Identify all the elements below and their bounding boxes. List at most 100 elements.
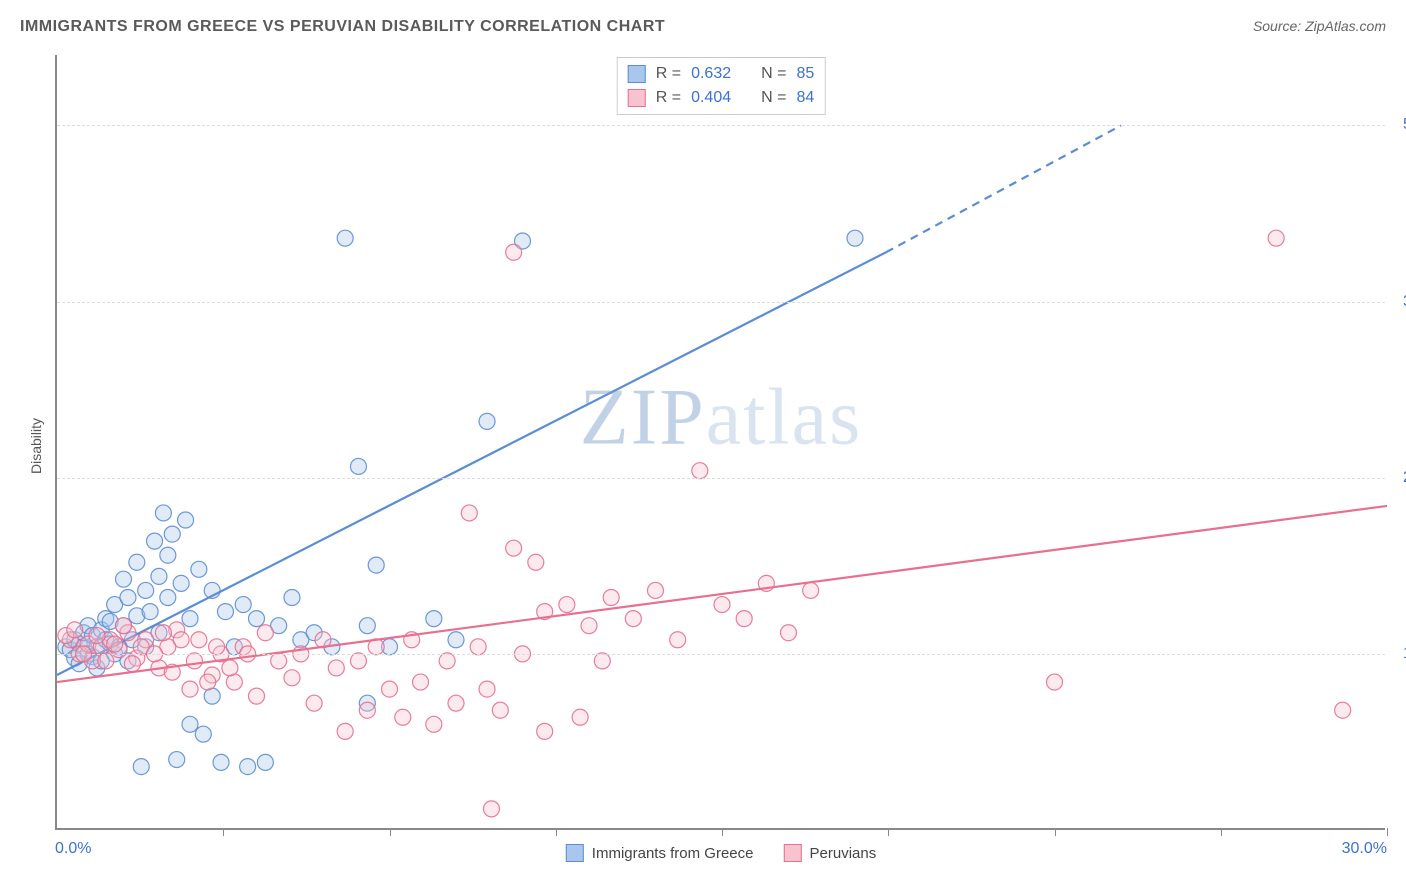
data-point xyxy=(191,632,207,648)
data-point xyxy=(120,590,136,606)
y-tick-label: 37.5% xyxy=(1393,293,1406,311)
data-point xyxy=(182,681,198,697)
data-point xyxy=(169,752,185,768)
data-point xyxy=(594,653,610,669)
data-point xyxy=(470,639,486,655)
data-point xyxy=(328,660,344,676)
data-point xyxy=(209,639,225,655)
data-point xyxy=(155,505,171,521)
y-tick-label: 12.5% xyxy=(1393,645,1406,663)
data-point xyxy=(337,723,353,739)
x-max-label: 30.0% xyxy=(1342,840,1387,858)
data-point xyxy=(692,463,708,479)
source-credit: Source: ZipAtlas.com xyxy=(1253,18,1386,34)
data-point xyxy=(670,632,686,648)
data-point xyxy=(182,716,198,732)
data-point xyxy=(483,801,499,817)
x-tick xyxy=(223,828,224,836)
data-point xyxy=(439,653,455,669)
legend-R-value: 0.632 xyxy=(691,65,731,83)
legend-N-label: N = xyxy=(761,89,786,107)
x-tick xyxy=(1387,828,1388,836)
legend-stat-row: R =0.632N =85 xyxy=(628,62,815,86)
data-point xyxy=(284,670,300,686)
data-point xyxy=(249,688,265,704)
legend-R-label: R = xyxy=(656,89,681,107)
gridline xyxy=(57,478,1385,479)
x-tick xyxy=(1221,828,1222,836)
data-point xyxy=(116,618,132,634)
data-point xyxy=(98,653,114,669)
legend-swatch xyxy=(628,65,646,83)
data-point xyxy=(306,695,322,711)
data-point xyxy=(107,636,123,652)
data-point xyxy=(173,575,189,591)
data-point xyxy=(160,590,176,606)
data-point xyxy=(426,611,442,627)
data-point xyxy=(164,526,180,542)
plot-area: ZIPatlas R =0.632N =85R =0.404N =84 0.0%… xyxy=(55,55,1385,830)
data-point xyxy=(222,660,238,676)
data-point xyxy=(116,571,132,587)
y-tick-label: 25.0% xyxy=(1393,469,1406,487)
data-point xyxy=(528,554,544,570)
data-point xyxy=(350,458,366,474)
data-point xyxy=(368,557,384,573)
legend-item: Peruvians xyxy=(784,844,877,862)
x-tick xyxy=(390,828,391,836)
data-point xyxy=(448,632,464,648)
data-point xyxy=(138,582,154,598)
data-point xyxy=(581,618,597,634)
gridline xyxy=(57,654,1385,655)
gridline xyxy=(57,125,1385,126)
x-tick xyxy=(1055,828,1056,836)
data-point xyxy=(67,622,83,638)
data-point xyxy=(625,611,641,627)
x-tick xyxy=(722,828,723,836)
chart-svg xyxy=(57,55,1385,828)
data-point xyxy=(249,611,265,627)
legend-swatch xyxy=(628,89,646,107)
data-point xyxy=(714,597,730,613)
data-point xyxy=(359,702,375,718)
data-point xyxy=(240,759,256,775)
y-tick-label: 50.0% xyxy=(1393,116,1406,134)
data-point xyxy=(284,590,300,606)
trend-line-dashed xyxy=(886,125,1121,252)
data-point xyxy=(559,597,575,613)
data-point xyxy=(1268,230,1284,246)
x-min-label: 0.0% xyxy=(55,840,91,858)
legend-N-value: 84 xyxy=(796,89,814,107)
data-point xyxy=(182,611,198,627)
data-point xyxy=(781,625,797,641)
legend-item: Immigrants from Greece xyxy=(566,844,754,862)
data-point xyxy=(129,554,145,570)
trend-line xyxy=(57,506,1387,682)
data-point xyxy=(257,625,273,641)
data-point xyxy=(648,582,664,598)
data-point xyxy=(1047,674,1063,690)
data-point xyxy=(133,759,149,775)
data-point xyxy=(195,726,211,742)
data-point xyxy=(395,709,411,725)
legend-swatch xyxy=(784,844,802,862)
data-point xyxy=(479,681,495,697)
data-point xyxy=(213,754,229,770)
data-point xyxy=(506,244,522,260)
legend-swatch xyxy=(566,844,584,862)
data-point xyxy=(151,568,167,584)
data-point xyxy=(537,723,553,739)
legend-R-label: R = xyxy=(656,65,681,83)
x-tick xyxy=(888,828,889,836)
data-point xyxy=(413,674,429,690)
data-point xyxy=(186,653,202,669)
legend-R-value: 0.404 xyxy=(691,89,731,107)
data-point xyxy=(124,656,140,672)
data-point xyxy=(147,533,163,549)
data-point xyxy=(506,540,522,556)
x-tick xyxy=(556,828,557,836)
trend-line xyxy=(57,252,886,675)
data-point xyxy=(461,505,477,521)
gridline xyxy=(57,302,1385,303)
data-point xyxy=(337,230,353,246)
